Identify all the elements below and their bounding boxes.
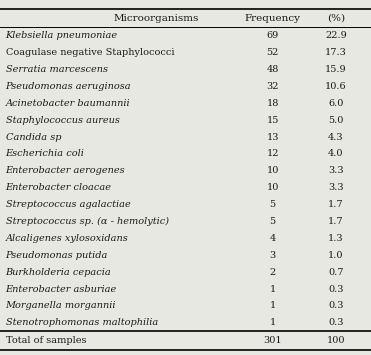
Text: Stenotrophomonas maltophilia: Stenotrophomonas maltophilia [6, 318, 158, 327]
Text: 3: 3 [270, 251, 276, 260]
Text: (%): (%) [327, 13, 345, 23]
Text: Enterobacter aerogenes: Enterobacter aerogenes [6, 166, 125, 175]
Text: Streptococcus sp. (α - hemolytic): Streptococcus sp. (α - hemolytic) [6, 217, 168, 226]
Text: 1.3: 1.3 [328, 234, 344, 243]
Text: Enterobacter asburiae: Enterobacter asburiae [6, 284, 117, 294]
Text: Serratia marcescens: Serratia marcescens [6, 65, 108, 74]
Text: Burkholderia cepacia: Burkholderia cepacia [6, 268, 111, 277]
Text: Staphylococcus aureus: Staphylococcus aureus [6, 116, 119, 125]
Text: 2: 2 [270, 268, 276, 277]
Text: Alcaligenes xylosoxidans: Alcaligenes xylosoxidans [6, 234, 128, 243]
Text: 48: 48 [266, 65, 279, 74]
Text: 15.9: 15.9 [325, 65, 347, 74]
Text: Streptococcus agalactiae: Streptococcus agalactiae [6, 200, 130, 209]
Text: 4.3: 4.3 [328, 132, 344, 142]
Text: Total of samples: Total of samples [6, 336, 86, 345]
Text: 22.9: 22.9 [325, 31, 347, 40]
Text: 12: 12 [266, 149, 279, 158]
Text: 17.3: 17.3 [325, 48, 347, 57]
Text: 5.0: 5.0 [328, 116, 344, 125]
Text: Klebsiella pneumoniae: Klebsiella pneumoniae [6, 31, 118, 40]
Text: 10.6: 10.6 [325, 82, 347, 91]
Text: 13: 13 [266, 132, 279, 142]
Text: Candida sp: Candida sp [6, 132, 61, 142]
Text: 5: 5 [270, 200, 276, 209]
Text: Escherichia coli: Escherichia coli [6, 149, 85, 158]
Text: 0.7: 0.7 [328, 268, 344, 277]
Text: 0.3: 0.3 [328, 284, 344, 294]
Text: 18: 18 [266, 99, 279, 108]
Text: Acinetobacter baumannii: Acinetobacter baumannii [6, 99, 130, 108]
Text: Enterobacter cloacae: Enterobacter cloacae [6, 183, 112, 192]
Text: 301: 301 [263, 336, 282, 345]
Text: Morganella morgannii: Morganella morgannii [6, 301, 116, 310]
Text: 1.0: 1.0 [328, 251, 344, 260]
Text: 10: 10 [266, 166, 279, 175]
Text: Pseudomonas putida: Pseudomonas putida [6, 251, 108, 260]
Text: 32: 32 [266, 82, 279, 91]
Text: 15: 15 [266, 116, 279, 125]
Text: Coagulase negative Staphylococci: Coagulase negative Staphylococci [6, 48, 174, 57]
Text: 1: 1 [270, 301, 276, 310]
Text: 1.7: 1.7 [328, 217, 344, 226]
Text: 1: 1 [270, 318, 276, 327]
Text: 1.7: 1.7 [328, 200, 344, 209]
Text: 0.3: 0.3 [328, 301, 344, 310]
Text: 6.0: 6.0 [328, 99, 344, 108]
Text: 52: 52 [266, 48, 279, 57]
Text: 69: 69 [266, 31, 279, 40]
Text: Frequency: Frequency [245, 13, 301, 23]
Text: 10: 10 [266, 183, 279, 192]
Text: 3.3: 3.3 [328, 166, 344, 175]
Text: 0.3: 0.3 [328, 318, 344, 327]
Text: Microorganisms: Microorganisms [113, 13, 198, 23]
Text: 3.3: 3.3 [328, 183, 344, 192]
Text: 100: 100 [326, 336, 345, 345]
Text: 4.0: 4.0 [328, 149, 344, 158]
Text: 1: 1 [270, 284, 276, 294]
Text: Pseudomonas aeruginosa: Pseudomonas aeruginosa [6, 82, 131, 91]
Text: 5: 5 [270, 217, 276, 226]
Text: 4: 4 [270, 234, 276, 243]
